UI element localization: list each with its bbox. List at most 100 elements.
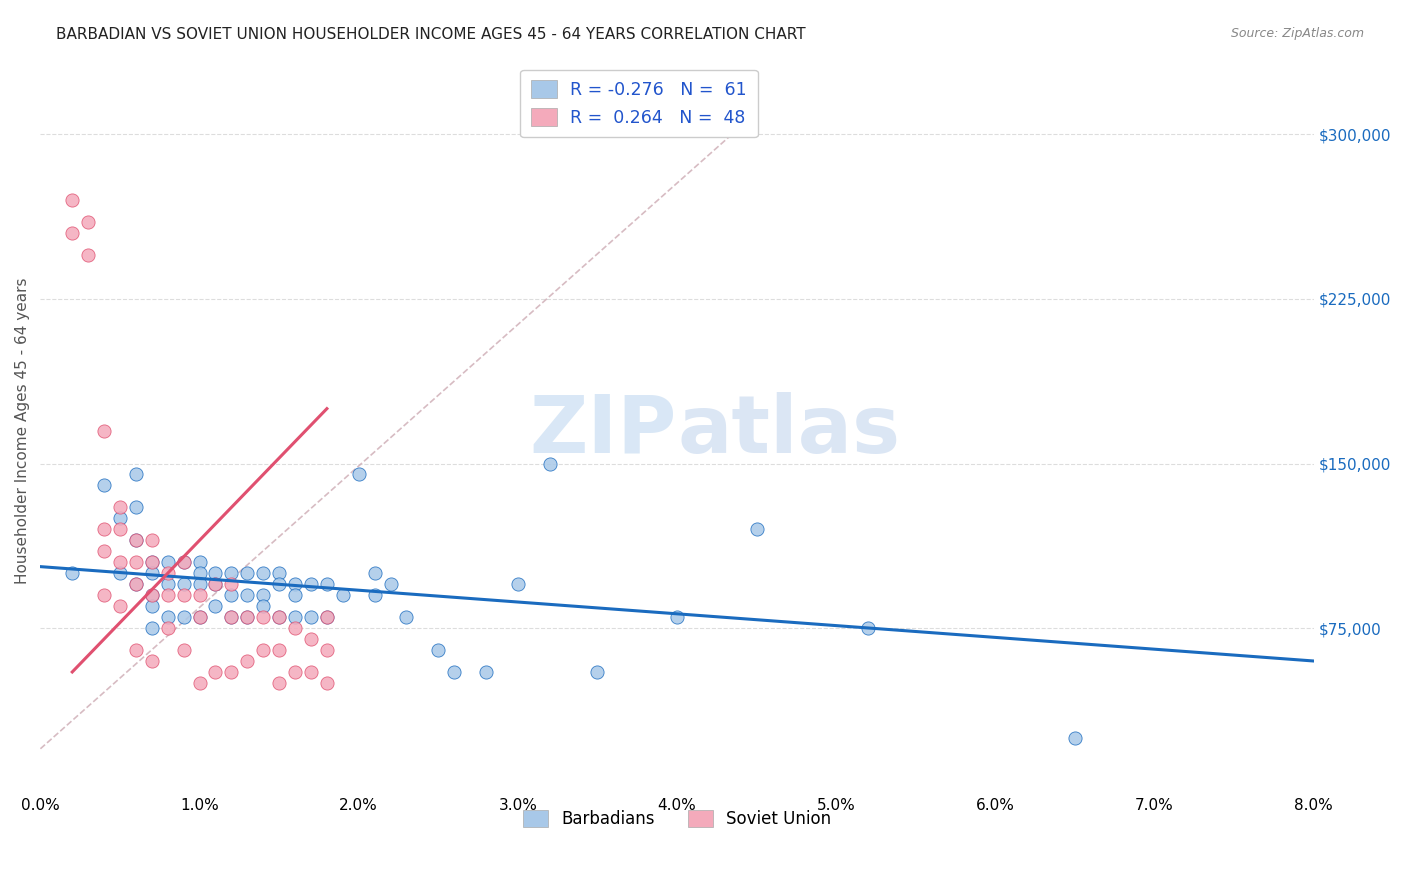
Point: [269, 676, 291, 690]
Point: [299, 610, 322, 624]
Point: [173, 610, 195, 624]
Point: [236, 654, 259, 668]
Point: [156, 621, 179, 635]
Point: [60, 193, 83, 207]
Point: [141, 599, 163, 614]
Point: [141, 533, 163, 548]
Point: [1064, 731, 1087, 745]
Legend: Barbadians, Soviet Union: Barbadians, Soviet Union: [516, 804, 838, 835]
Point: [221, 577, 243, 591]
Point: [315, 610, 337, 624]
Point: [236, 610, 259, 624]
Point: [173, 643, 195, 657]
Point: [221, 566, 243, 581]
Point: [204, 599, 226, 614]
Text: Source: ZipAtlas.com: Source: ZipAtlas.com: [1230, 27, 1364, 40]
Point: [93, 544, 115, 558]
Point: [60, 226, 83, 240]
Point: [236, 588, 259, 602]
Point: [188, 566, 211, 581]
Point: [125, 533, 148, 548]
Point: [745, 522, 768, 536]
Point: [363, 566, 385, 581]
Point: [204, 577, 226, 591]
Point: [347, 467, 370, 482]
Point: [125, 577, 148, 591]
Point: [141, 566, 163, 581]
Point: [236, 566, 259, 581]
Point: [141, 555, 163, 569]
Point: [299, 632, 322, 646]
Point: [125, 643, 148, 657]
Point: [395, 610, 418, 624]
Point: [252, 610, 274, 624]
Point: [284, 665, 307, 679]
Point: [204, 577, 226, 591]
Point: [269, 610, 291, 624]
Text: atlas: atlas: [678, 392, 900, 469]
Point: [221, 665, 243, 679]
Point: [125, 467, 148, 482]
Point: [188, 610, 211, 624]
Point: [173, 577, 195, 591]
Point: [666, 610, 689, 624]
Point: [188, 676, 211, 690]
Point: [156, 610, 179, 624]
Point: [93, 588, 115, 602]
Point: [141, 621, 163, 635]
Point: [125, 533, 148, 548]
Point: [188, 555, 211, 569]
Point: [204, 566, 226, 581]
Point: [252, 599, 274, 614]
Point: [156, 555, 179, 569]
Point: [284, 588, 307, 602]
Point: [363, 588, 385, 602]
Point: [188, 610, 211, 624]
Point: [141, 588, 163, 602]
Point: [221, 610, 243, 624]
Point: [269, 643, 291, 657]
Point: [299, 665, 322, 679]
Point: [93, 424, 115, 438]
Point: [269, 577, 291, 591]
Point: [427, 643, 450, 657]
Point: [284, 610, 307, 624]
Point: [173, 555, 195, 569]
Point: [108, 522, 131, 536]
Point: [204, 665, 226, 679]
Point: [221, 610, 243, 624]
Point: [538, 457, 561, 471]
Point: [315, 676, 337, 690]
Point: [108, 555, 131, 569]
Point: [284, 577, 307, 591]
Point: [141, 588, 163, 602]
Point: [77, 248, 100, 262]
Text: ZIP: ZIP: [530, 392, 678, 469]
Point: [108, 511, 131, 525]
Point: [156, 566, 179, 581]
Y-axis label: Householder Income Ages 45 - 64 years: Householder Income Ages 45 - 64 years: [15, 277, 30, 584]
Point: [188, 577, 211, 591]
Point: [141, 654, 163, 668]
Point: [125, 555, 148, 569]
Point: [315, 577, 337, 591]
Point: [108, 566, 131, 581]
Point: [332, 588, 354, 602]
Point: [173, 555, 195, 569]
Point: [125, 500, 148, 515]
Point: [315, 643, 337, 657]
Point: [141, 555, 163, 569]
Point: [93, 478, 115, 492]
Point: [173, 588, 195, 602]
Point: [188, 588, 211, 602]
Point: [156, 588, 179, 602]
Point: [156, 577, 179, 591]
Point: [269, 610, 291, 624]
Text: BARBADIAN VS SOVIET UNION HOUSEHOLDER INCOME AGES 45 - 64 YEARS CORRELATION CHAR: BARBADIAN VS SOVIET UNION HOUSEHOLDER IN…: [56, 27, 806, 42]
Point: [108, 599, 131, 614]
Point: [315, 610, 337, 624]
Point: [252, 588, 274, 602]
Point: [586, 665, 609, 679]
Point: [269, 566, 291, 581]
Point: [252, 566, 274, 581]
